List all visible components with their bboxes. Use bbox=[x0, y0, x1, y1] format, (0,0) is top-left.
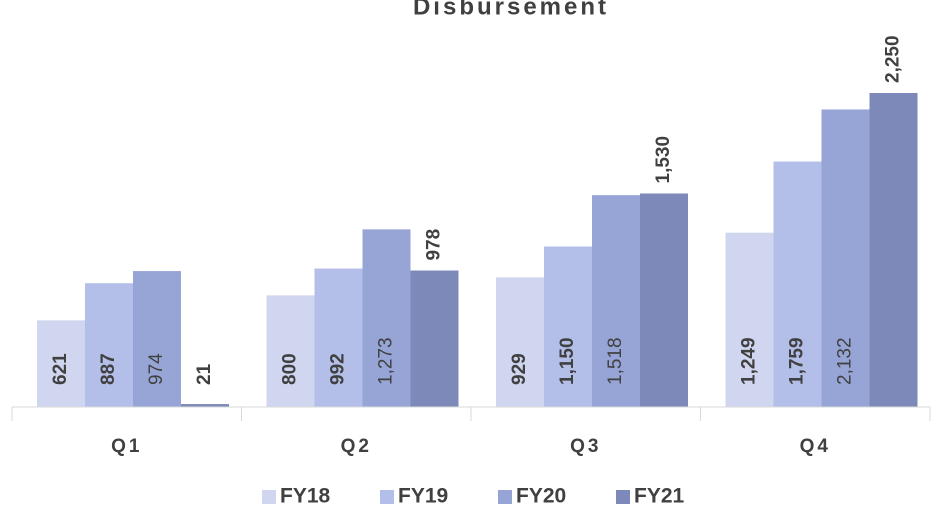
bar bbox=[133, 271, 181, 407]
x-tick-label: Q4 bbox=[800, 436, 831, 457]
value-label: 1,273 bbox=[376, 337, 397, 385]
value-label: 1,150 bbox=[557, 337, 578, 385]
value-label: 2,132 bbox=[835, 337, 856, 385]
bar bbox=[544, 246, 592, 407]
legend-swatch bbox=[498, 490, 512, 504]
legend-label: FY20 bbox=[516, 485, 566, 508]
bar bbox=[410, 270, 459, 407]
legend-label: FY21 bbox=[634, 485, 685, 508]
value-label: 800 bbox=[280, 353, 301, 385]
value-label: 887 bbox=[98, 353, 119, 385]
chart-title: Disbursement bbox=[413, 0, 609, 20]
value-label: 929 bbox=[509, 353, 530, 385]
legend-swatch bbox=[262, 490, 276, 504]
bar bbox=[314, 268, 363, 407]
legend-swatch bbox=[616, 490, 630, 504]
value-label: 974 bbox=[146, 353, 167, 385]
bar bbox=[266, 295, 315, 407]
value-label: 1,518 bbox=[605, 337, 626, 385]
bar bbox=[821, 109, 870, 407]
value-label: 1,249 bbox=[739, 337, 760, 385]
x-tick-label: Q1 bbox=[111, 436, 142, 457]
x-tick-label: Q2 bbox=[341, 436, 372, 457]
x-tick-label: Q3 bbox=[570, 436, 601, 457]
value-label: 1,530 bbox=[653, 136, 674, 184]
legend-swatch bbox=[380, 490, 394, 504]
bar bbox=[869, 93, 918, 407]
bar bbox=[640, 193, 688, 407]
value-label: 21 bbox=[194, 363, 215, 385]
bar bbox=[592, 195, 640, 407]
bar bbox=[85, 283, 133, 407]
bar bbox=[725, 232, 774, 407]
bar bbox=[496, 277, 544, 407]
bar bbox=[37, 320, 85, 407]
bar bbox=[773, 161, 822, 407]
value-label: 2,250 bbox=[883, 35, 904, 83]
value-label: 621 bbox=[50, 353, 71, 385]
bar bbox=[362, 229, 411, 407]
value-label: 978 bbox=[424, 229, 445, 261]
value-label: 992 bbox=[328, 353, 349, 385]
bar bbox=[181, 404, 229, 407]
legend-label: FY19 bbox=[398, 485, 448, 508]
value-label: 1,759 bbox=[787, 337, 808, 385]
legend-label: FY18 bbox=[280, 485, 331, 508]
